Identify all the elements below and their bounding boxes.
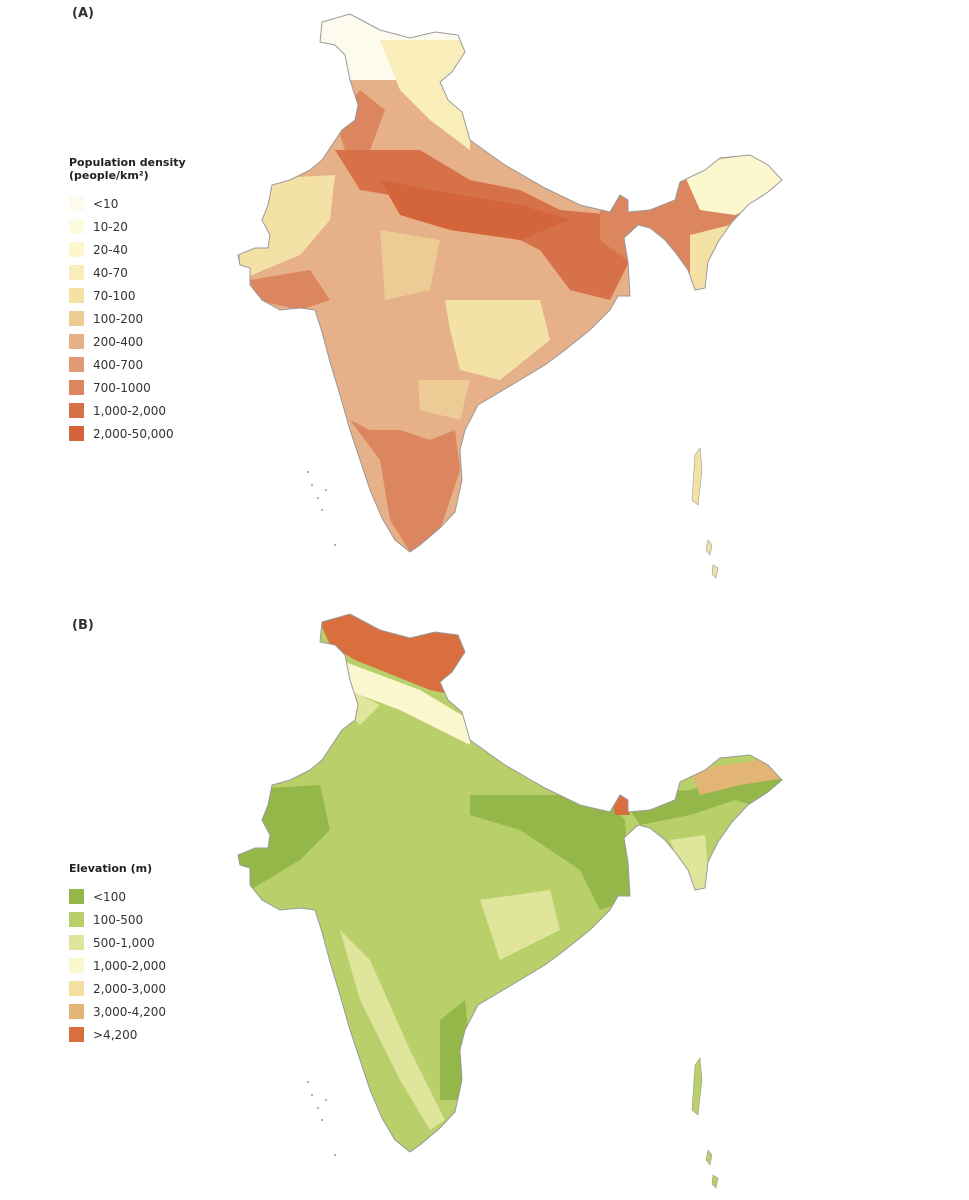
legend-swatch xyxy=(69,1027,84,1042)
legend-swatch xyxy=(69,357,84,372)
legend-label: 500-1,000 xyxy=(93,935,155,950)
legend-label: 1,000-2,000 xyxy=(93,403,167,418)
legend-item: 2,000-3,000 xyxy=(69,977,166,1000)
legend-swatch xyxy=(69,380,84,395)
legend-item: 500-1,000 xyxy=(69,931,166,954)
andaman-islands xyxy=(691,1057,719,1189)
legend-item: <10 xyxy=(69,192,186,215)
legend-label: <10 xyxy=(93,196,119,211)
legend-label: 400-700 xyxy=(93,357,144,372)
legend-swatch xyxy=(69,265,84,280)
legend-item: 10-20 xyxy=(69,215,186,238)
legend-item: 100-200 xyxy=(69,307,186,330)
legend-swatch xyxy=(69,219,84,234)
legend-label: <100 xyxy=(93,889,126,904)
legend-swatch xyxy=(69,981,84,996)
legend-item: <100 xyxy=(69,885,166,908)
legend-label: 10-20 xyxy=(93,219,128,234)
legend-swatch xyxy=(69,403,84,418)
legend-label: 2,000-3,000 xyxy=(93,981,167,996)
population-density-fill xyxy=(238,14,782,552)
legend-swatch xyxy=(69,912,84,927)
legend-label: 20-40 xyxy=(93,242,128,257)
elevation-fill xyxy=(238,614,782,1152)
population-density-legend: Population density (people/km²) <10 10-20… xyxy=(69,156,186,445)
legend-item: 700-1000 xyxy=(69,376,186,399)
legend-label: >4,200 xyxy=(93,1027,138,1042)
legend-item: >4,200 xyxy=(69,1023,166,1046)
legend-swatch xyxy=(69,426,84,441)
legend-swatch xyxy=(69,1004,84,1019)
legend-item: 2,000-50,000 xyxy=(69,422,186,445)
legend-label: 70-100 xyxy=(93,288,136,303)
elevation-panel: (B) xyxy=(0,600,969,1200)
legend-item: 1,000-2,000 xyxy=(69,399,186,422)
legend-swatch xyxy=(69,288,84,303)
lakshadweep-islands xyxy=(307,1081,336,1156)
legend-swatch xyxy=(69,196,84,211)
legend-item: 200-400 xyxy=(69,330,186,353)
legend-item: 400-700 xyxy=(69,353,186,376)
legend-label: 3,000-4,200 xyxy=(93,1004,167,1019)
elevation-map xyxy=(237,613,783,1189)
legend-label: 100-500 xyxy=(93,912,144,927)
legend-label: 100-200 xyxy=(93,311,144,326)
legend-label: 700-1000 xyxy=(93,380,151,395)
population-density-panel: (A) xyxy=(69,6,783,579)
legend-label: 40-70 xyxy=(93,265,128,280)
population-density-map xyxy=(237,13,783,579)
legend-swatch xyxy=(69,958,84,973)
legend-title: Elevation (m) xyxy=(69,862,153,875)
panel-label-a: (A) xyxy=(72,6,94,21)
legend-items: <100 100-500 500-1,000 1,000-2,000 2,000-3,0… xyxy=(69,885,166,1046)
legend-item: 3,000-4,200 xyxy=(69,1000,166,1023)
legend-swatch xyxy=(69,889,84,904)
legend-label: 200-400 xyxy=(93,334,144,349)
legend-item: 1,000-2,000 xyxy=(69,954,166,977)
legend-swatch xyxy=(69,935,84,950)
legend-item: 20-40 xyxy=(69,238,186,261)
legend-title: Population density (people/km²) xyxy=(69,156,186,182)
legend-subtitle: (people/km²) xyxy=(69,169,149,182)
legend-items: <10 10-20 20-40 40-70 70-100 100-200 200-400 40… xyxy=(69,192,186,445)
legend-swatch xyxy=(69,334,84,349)
legend-item: 70-100 xyxy=(69,284,186,307)
legend-item: 100-500 xyxy=(69,908,166,931)
panel-label-b: (B) xyxy=(72,618,94,633)
legend-label: 1,000-2,000 xyxy=(93,958,167,973)
legend-swatch xyxy=(69,242,84,257)
legend-swatch xyxy=(69,311,84,326)
lakshadweep-islands xyxy=(307,471,336,546)
legend-label: 2,000-50,000 xyxy=(93,426,174,441)
legend-title-text: Population density xyxy=(69,156,186,169)
legend-item: 40-70 xyxy=(69,261,186,284)
elevation-legend: Elevation (m) <100 100-500 500-1,000 1,000-… xyxy=(69,862,166,1046)
andaman-islands xyxy=(691,447,719,579)
